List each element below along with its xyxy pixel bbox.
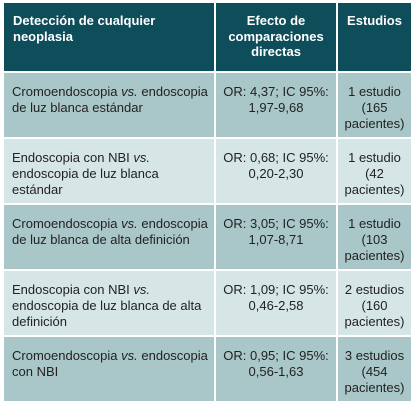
comparison-b: endoscopia de luz blanca estándar — [12, 166, 159, 197]
comparison-vs: vs. — [121, 348, 138, 363]
studies-line1: 3 estudios — [344, 348, 405, 363]
table-header: Detección de cualquier neoplasia Efecto … — [2, 1, 413, 73]
effect-cell: OR: 1,09; IC 95%: 0,46-2,58 — [214, 269, 338, 337]
header-effect-line2: comparaciones — [228, 28, 324, 44]
comparison-b: endoscopia de luz blanca estándar — [12, 84, 208, 115]
comparison-vs: vs. — [121, 216, 138, 231]
comparison-cell: Cromoendoscopia vs. endoscopia con NBI — [2, 335, 216, 403]
studies-line1: 1 estudio — [348, 216, 401, 231]
studies-line2: (454 — [361, 364, 388, 379]
comparison-vs: vs. — [133, 282, 151, 297]
studies-line2: (42 — [365, 166, 384, 181]
effect-line2: 1,97-9,68 — [248, 100, 304, 115]
table-row: Endoscopia con NBI vs. endoscopia de luz… — [2, 269, 413, 337]
comparison-cell: Endoscopia con NBI vs. endoscopia de luz… — [2, 137, 216, 205]
comparison-b: endoscopia de luz blanca de alta definic… — [12, 216, 208, 247]
effect-line2: 1,07-8,71 — [248, 232, 304, 247]
studies-line3: pacientes) — [344, 248, 405, 263]
studies-cell: 2 estudios (160 pacientes) — [336, 269, 413, 337]
effect-cell: OR: 0,68; IC 95%: 0,20-2,30 — [214, 137, 338, 205]
table-row: Endoscopia con NBI vs. endoscopia de luz… — [2, 137, 413, 205]
header-effect-line1: Efecto de — [246, 13, 306, 28]
comparison-vs: vs. — [133, 150, 151, 165]
studies-line3: pacientes) — [344, 182, 405, 197]
studies-line1: 1 estudio — [348, 150, 401, 165]
header-effect: Efecto de comparaciones directas — [214, 1, 338, 73]
effect-line2: 0,56-1,63 — [248, 364, 304, 379]
effect-cell: OR: 4,37; IC 95%: 1,97-9,68 — [214, 71, 338, 139]
studies-line2: (165 — [361, 100, 388, 115]
comparison-cell: Cromoendoscopia vs. endoscopia de luz bl… — [2, 71, 216, 139]
comparison-a: Cromoendoscopia — [12, 84, 118, 99]
effect-line1: OR: 0,68; IC 95%: — [223, 150, 329, 165]
comparison-a: Endoscopia con NBI — [12, 282, 130, 297]
effect-cell: OR: 0,95; IC 95%: 0,56-1,63 — [214, 335, 338, 403]
comparison-a: Endoscopia con NBI — [12, 150, 130, 165]
comparison-cell: Cromoendoscopia vs. endoscopia de luz bl… — [2, 203, 216, 271]
header-studies-label: Estudios — [347, 13, 402, 28]
comparison-b: endoscopia de luz blanca de alta definic… — [12, 298, 202, 329]
studies-line2: (103 — [361, 232, 388, 247]
studies-cell: 1 estudio (165 pacientes) — [336, 71, 413, 139]
studies-cell: 3 estudios (454 pacientes) — [336, 335, 413, 403]
effect-line1: OR: 3,05; IC 95%: — [223, 216, 329, 231]
header-effect-line3: directas — [251, 44, 301, 59]
table-row: Cromoendoscopia vs. endoscopia con NBI O… — [2, 335, 413, 403]
studies-line2: (160 — [361, 298, 388, 313]
studies-line3: pacientes) — [344, 116, 405, 131]
studies-cell: 1 estudio (42 pacientes) — [336, 137, 413, 205]
studies-line1: 1 estudio — [348, 84, 401, 99]
studies-cell: 1 estudio (103 pacientes) — [336, 203, 413, 271]
header-row: Detección de cualquier neoplasia Efecto … — [2, 1, 413, 73]
studies-line1: 2 estudios — [344, 282, 405, 297]
effect-line1: OR: 4,37; IC 95%: — [223, 84, 329, 99]
comparison-a: Cromoendoscopia — [12, 216, 118, 231]
header-detection: Detección de cualquier neoplasia — [2, 1, 216, 73]
table-body: Cromoendoscopia vs. endoscopia de luz bl… — [2, 71, 413, 403]
table-row: Cromoendoscopia vs. endoscopia de luz bl… — [2, 203, 413, 271]
comparison-b: endoscopia con NBI — [12, 348, 208, 379]
header-detection-label: Detección de cualquier neoplasia — [13, 13, 156, 44]
header-studies: Estudios — [336, 1, 413, 73]
comparison-table: Detección de cualquier neoplasia Efecto … — [2, 1, 413, 403]
effect-line1: OR: 0,95; IC 95%: — [223, 348, 329, 363]
studies-line3: pacientes) — [344, 380, 405, 395]
effect-line1: OR: 1,09; IC 95%: — [223, 282, 329, 297]
studies-line3: pacientes) — [344, 314, 405, 329]
effect-line2: 0,46-2,58 — [248, 298, 304, 313]
comparison-cell: Endoscopia con NBI vs. endoscopia de luz… — [2, 269, 216, 337]
effect-cell: OR: 3,05; IC 95%: 1,07-8,71 — [214, 203, 338, 271]
comparison-vs: vs. — [121, 84, 138, 99]
table-row: Cromoendoscopia vs. endoscopia de luz bl… — [2, 71, 413, 139]
comparison-a: Cromoendoscopia — [12, 348, 118, 363]
effect-line2: 0,20-2,30 — [248, 166, 304, 181]
